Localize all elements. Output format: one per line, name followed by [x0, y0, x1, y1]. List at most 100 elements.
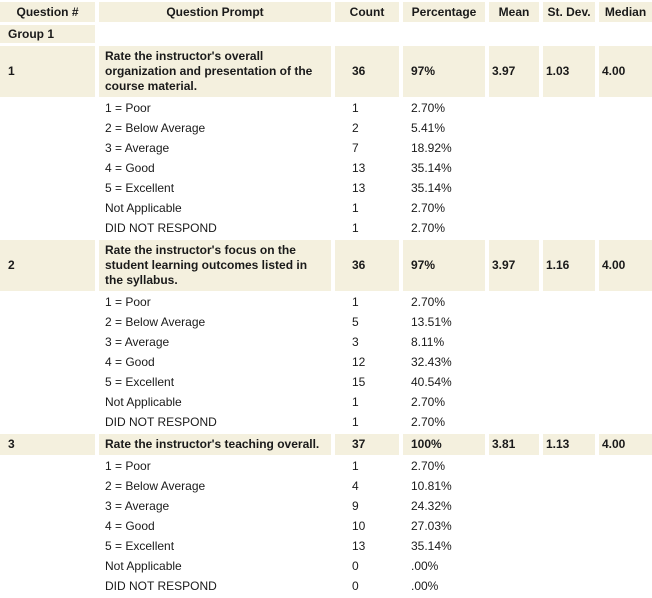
option-label: Not Applicable — [99, 394, 331, 411]
option-row: 4 = Good 10 27.03% — [0, 518, 652, 535]
empty-cell — [0, 180, 95, 197]
empty-cell — [0, 394, 95, 411]
empty-cell — [543, 578, 595, 595]
question-count: 36 — [335, 46, 399, 97]
empty-cell — [599, 558, 652, 575]
option-label: Not Applicable — [99, 200, 331, 217]
option-percentage: 2.70% — [403, 200, 485, 217]
option-row: 2 = Below Average 2 5.41% — [0, 120, 652, 137]
empty-cell — [0, 160, 95, 177]
empty-cell — [543, 518, 595, 535]
question-st-dev: 1.03 — [543, 46, 595, 97]
option-count: 10 — [335, 518, 399, 535]
empty-cell — [0, 294, 95, 311]
question-mean: 3.81 — [489, 434, 539, 455]
option-row: Not Applicable 1 2.70% — [0, 200, 652, 217]
option-label: 3 = Average — [99, 140, 331, 157]
column-header-count: Count — [335, 2, 399, 22]
option-row: DID NOT RESPOND 1 2.70% — [0, 414, 652, 431]
question-percentage: 97% — [403, 240, 485, 291]
option-row: 1 = Poor 1 2.70% — [0, 100, 652, 117]
option-count: 1 — [335, 458, 399, 475]
option-row: Not Applicable 1 2.70% — [0, 394, 652, 411]
option-row: 1 = Poor 1 2.70% — [0, 458, 652, 475]
option-count: 13 — [335, 160, 399, 177]
question-number: 2 — [0, 240, 95, 291]
column-header-median: Median — [599, 2, 652, 22]
option-row: 2 = Below Average 5 13.51% — [0, 314, 652, 331]
empty-cell — [543, 100, 595, 117]
column-header-question-prompt: Question Prompt — [99, 2, 331, 22]
empty-cell — [599, 518, 652, 535]
empty-cell — [489, 220, 539, 237]
option-percentage: 2.70% — [403, 220, 485, 237]
column-header-mean: Mean — [489, 2, 539, 22]
empty-cell — [489, 120, 539, 137]
option-percentage: 10.81% — [403, 478, 485, 495]
question-prompt: Rate the instructor's overall organizati… — [99, 46, 331, 97]
empty-cell — [543, 294, 595, 311]
empty-cell — [0, 578, 95, 595]
option-count: 1 — [335, 100, 399, 117]
question-prompt: Rate the instructor's teaching overall. — [99, 434, 331, 455]
empty-cell — [0, 478, 95, 495]
empty-cell — [489, 140, 539, 157]
empty-cell — [543, 538, 595, 555]
option-label: 1 = Poor — [99, 458, 331, 475]
empty-cell — [0, 458, 95, 475]
question-percentage: 100% — [403, 434, 485, 455]
empty-cell — [0, 518, 95, 535]
empty-cell — [0, 200, 95, 217]
option-label: 3 = Average — [99, 334, 331, 351]
question-percentage: 97% — [403, 46, 485, 97]
option-count: 1 — [335, 394, 399, 411]
empty-cell — [543, 414, 595, 431]
empty-cell — [0, 354, 95, 371]
option-label: 5 = Excellent — [99, 538, 331, 555]
empty-cell — [489, 200, 539, 217]
option-label: DID NOT RESPOND — [99, 220, 331, 237]
option-label: 4 = Good — [99, 518, 331, 535]
empty-cell — [599, 374, 652, 391]
empty-cell — [99, 25, 331, 43]
question-st-dev: 1.16 — [543, 240, 595, 291]
option-percentage: 35.14% — [403, 180, 485, 197]
question-mean: 3.97 — [489, 46, 539, 97]
question-median: 4.00 — [599, 240, 652, 291]
empty-cell — [489, 374, 539, 391]
empty-cell — [599, 498, 652, 515]
group-row: Group 1 — [0, 25, 652, 43]
option-percentage: 2.70% — [403, 394, 485, 411]
question-row: 2 Rate the instructor's focus on the stud… — [0, 240, 652, 291]
empty-cell — [599, 354, 652, 371]
group-label: Group 1 — [0, 25, 95, 43]
option-count: 13 — [335, 538, 399, 555]
empty-cell — [543, 334, 595, 351]
empty-cell — [543, 180, 595, 197]
empty-cell — [489, 160, 539, 177]
option-row: DID NOT RESPOND 0.00% — [0, 578, 652, 595]
option-percentage: 2.70% — [403, 414, 485, 431]
empty-cell — [543, 200, 595, 217]
option-row: 5 = Excellent 15 40.54% — [0, 374, 652, 391]
option-label: 1 = Poor — [99, 100, 331, 117]
empty-cell — [0, 120, 95, 137]
empty-cell — [489, 478, 539, 495]
option-label: 2 = Below Average — [99, 120, 331, 137]
empty-cell — [599, 140, 652, 157]
empty-cell — [599, 478, 652, 495]
empty-cell — [489, 518, 539, 535]
question-count: 37 — [335, 434, 399, 455]
empty-cell — [543, 160, 595, 177]
option-row: 3 = Average 3 8.11% — [0, 334, 652, 351]
option-count: 1 — [335, 200, 399, 217]
empty-cell — [0, 140, 95, 157]
empty-cell — [489, 498, 539, 515]
empty-cell — [543, 498, 595, 515]
option-row: 5 = Excellent 13 35.14% — [0, 538, 652, 555]
empty-cell — [599, 200, 652, 217]
option-count: 5 — [335, 314, 399, 331]
option-percentage: 18.92% — [403, 140, 485, 157]
option-percentage: 35.14% — [403, 160, 485, 177]
option-label: 1 = Poor — [99, 294, 331, 311]
